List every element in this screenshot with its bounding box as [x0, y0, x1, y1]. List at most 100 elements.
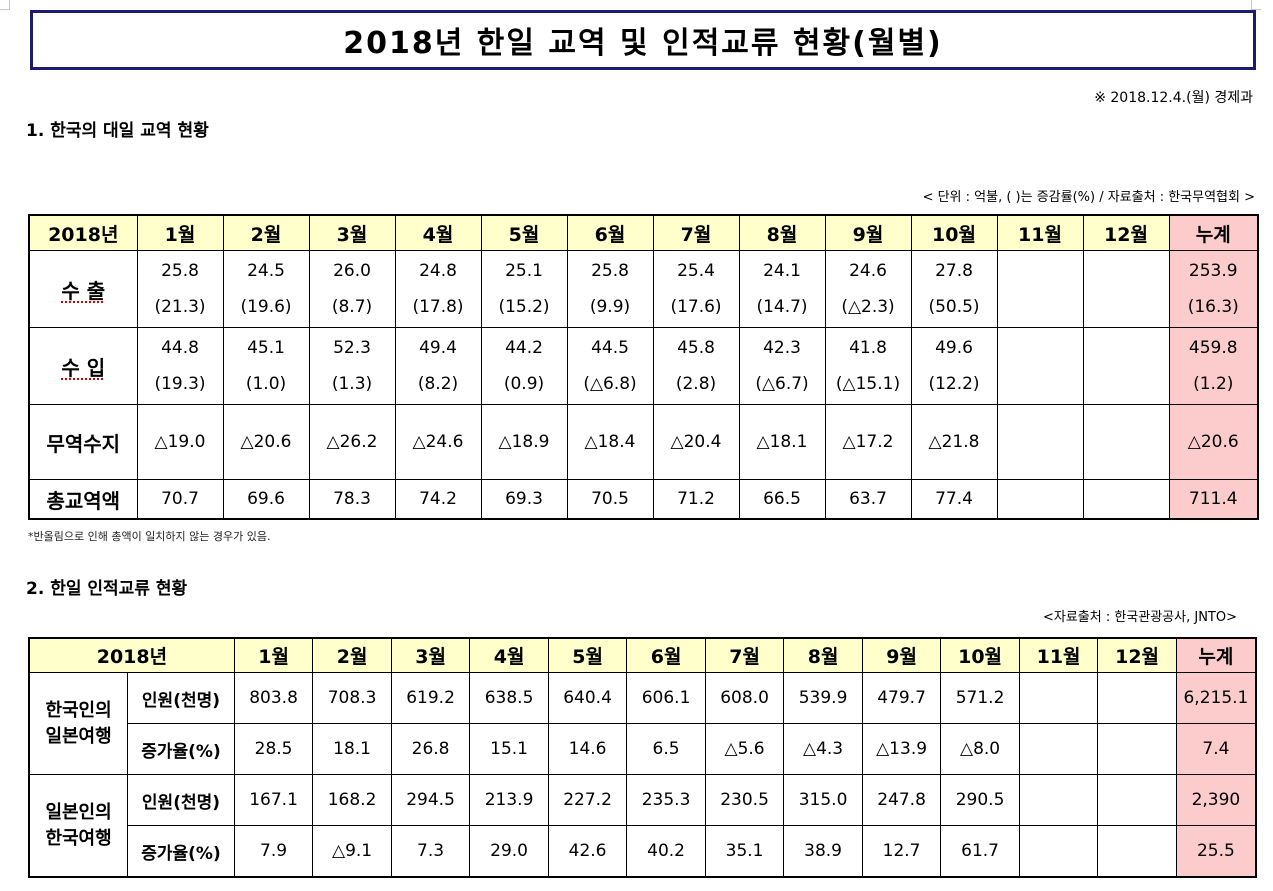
- value-text: △18.9: [498, 432, 550, 452]
- value-cell: 167.1: [233, 774, 314, 826]
- value-cell: 24.1 (14.7): [738, 250, 826, 328]
- header-month: 10월: [910, 214, 998, 251]
- value-text: 45.1: [247, 338, 285, 358]
- value-text: 66.5: [763, 489, 801, 509]
- row-label: 총교역액: [28, 479, 138, 520]
- section1-unit-note: < 단위 : 억불, ( )는 증감률(%) / 자료출처 : 한국무역협회 >: [922, 190, 1255, 205]
- trade-row: 수 입 44.8 (19.3) 45.1 (1.0) 52.3 (1.3) 49.4 (8.2)…: [28, 327, 1259, 405]
- value-cell: [1082, 404, 1170, 480]
- group-label-line: 한국여행: [45, 827, 112, 849]
- value-cell: [1018, 672, 1099, 724]
- value-cell: 608.0: [704, 672, 785, 724]
- value-cell: △5.6: [704, 723, 785, 775]
- rate-text: (1.3): [331, 374, 373, 394]
- total-cell: △20.6: [1168, 404, 1259, 480]
- header-month: 4월: [469, 637, 549, 673]
- header-month: 6월: [626, 637, 706, 673]
- value-text: 253.9: [1188, 261, 1238, 281]
- header-total: 누계: [1175, 637, 1257, 673]
- value-cell: 49.6 (12.2): [910, 327, 998, 405]
- header-month: 7월: [704, 637, 785, 673]
- exchange-row: 한국인의 일본여행 인원(천명) 803.8 708.3 619.2 638.5 640.4 6…: [28, 672, 1257, 775]
- value-cell: 44.2 (0.9): [480, 327, 568, 405]
- value-text: 69.3: [505, 489, 543, 509]
- value-text: 45.8: [677, 338, 715, 358]
- value-text: 25.8: [591, 261, 629, 281]
- exchange-row: 증가율(%) 28.5 18.1 26.8 15.1 14.6 6.5 △5.6 △4.3 △13…: [29, 723, 1257, 775]
- header-month: 6월: [566, 214, 654, 251]
- value-cell: 70.7: [136, 479, 224, 520]
- value-cell: 66.5: [738, 479, 826, 520]
- rate-text: (2.8): [675, 374, 717, 394]
- value-cell: [1018, 723, 1099, 775]
- rate-text: (50.5): [928, 297, 980, 317]
- value-cell: 28.5: [233, 723, 314, 775]
- value-cell: △18.9: [480, 404, 568, 480]
- rate-text: (△6.8): [583, 374, 637, 394]
- value-cell: 71.2: [652, 479, 740, 520]
- header-total: 누계: [1168, 214, 1259, 251]
- value-cell: 29.0: [469, 825, 549, 878]
- top-right-corner-mark: [1251, 0, 1261, 10]
- value-cell: △26.2: [308, 404, 396, 480]
- header-month: 2월: [312, 637, 392, 673]
- value-text: 24.5: [247, 261, 285, 281]
- header-year: 2018년: [28, 637, 235, 673]
- rate-text: (△2.3): [841, 297, 895, 317]
- header-month: 5월: [480, 214, 568, 251]
- total-cell: 6,215.1: [1175, 672, 1257, 724]
- value-cell: 52.3 (1.3): [308, 327, 396, 405]
- rate-text: (19.6): [240, 297, 292, 317]
- value-cell: 44.8 (19.3): [136, 327, 224, 405]
- value-cell: 168.2: [312, 774, 392, 826]
- rate-text: (12.2): [928, 374, 980, 394]
- value-cell: 24.5 (19.6): [222, 250, 310, 328]
- value-text: 70.7: [161, 489, 199, 509]
- header-month: 1월: [136, 214, 224, 251]
- header-month: 8월: [738, 214, 826, 251]
- value-cell: 63.7: [824, 479, 912, 520]
- value-cell: △13.9: [861, 723, 942, 775]
- rate-text: (0.9): [503, 374, 545, 394]
- value-cell: [1082, 479, 1170, 520]
- section2-unit-note: <자료출처 : 한국관광공사, JNTO>: [1042, 610, 1237, 625]
- rate-text: (15.2): [498, 297, 550, 317]
- value-cell: 24.8 (17.8): [394, 250, 482, 328]
- value-cell: [1097, 774, 1177, 826]
- trade-table: 2018년 1월 2월 3월 4월 5월 6월 7월 8월 9월 10월 11월 12월 누계 수 출 25…: [28, 214, 1259, 520]
- value-cell: 539.9: [783, 672, 863, 724]
- value-text: 77.4: [935, 489, 973, 509]
- value-cell: 7.9: [233, 825, 314, 878]
- group-label-line: 한국인의: [45, 699, 112, 721]
- value-text: 25.4: [677, 261, 715, 281]
- value-cell: 25.4 (17.6): [652, 250, 740, 328]
- value-cell: 25.8 (9.9): [566, 250, 654, 328]
- page-title-box: 2018년 한일 교역 및 인적교류 현황(월별): [30, 10, 1256, 70]
- value-cell: [996, 479, 1084, 520]
- value-cell: 294.5: [390, 774, 471, 826]
- value-text: △20.4: [670, 432, 722, 452]
- value-text: △18.4: [584, 432, 636, 452]
- value-text: 63.7: [849, 489, 887, 509]
- value-cell: 26.8: [390, 723, 471, 775]
- value-text: 24.6: [849, 261, 887, 281]
- trade-row: 무역수지 △19.0 △20.6 △26.2 △24.6 △18.9 △18.4 △20.4 △…: [28, 404, 1259, 480]
- value-text: △24.6: [412, 432, 464, 452]
- group-label: 한국인의 일본여행: [28, 672, 129, 775]
- value-text: △19.0: [154, 432, 206, 452]
- header-month: 1월: [233, 637, 314, 673]
- value-cell: △4.3: [783, 723, 863, 775]
- value-cell: 74.2: [394, 479, 482, 520]
- total-cell: 459.8 (1.2): [1168, 327, 1259, 405]
- value-text: 711.4: [1188, 489, 1238, 509]
- exchange-row: 증가율(%) 7.9 △9.1 7.3 29.0 42.6 40.2 35.1 38.9 12.7…: [29, 825, 1257, 878]
- value-cell: 24.6 (△2.3): [824, 250, 912, 328]
- value-cell: 18.1: [312, 723, 392, 775]
- value-cell: 606.1: [626, 672, 706, 724]
- value-cell: 315.0: [783, 774, 863, 826]
- rate-text: (1.2): [1193, 374, 1234, 394]
- section1-heading: 1. 한국의 대일 교역 현황: [26, 121, 209, 141]
- value-cell: 638.5: [469, 672, 549, 724]
- header-year: 2018년: [28, 214, 138, 251]
- value-text: 44.2: [505, 338, 543, 358]
